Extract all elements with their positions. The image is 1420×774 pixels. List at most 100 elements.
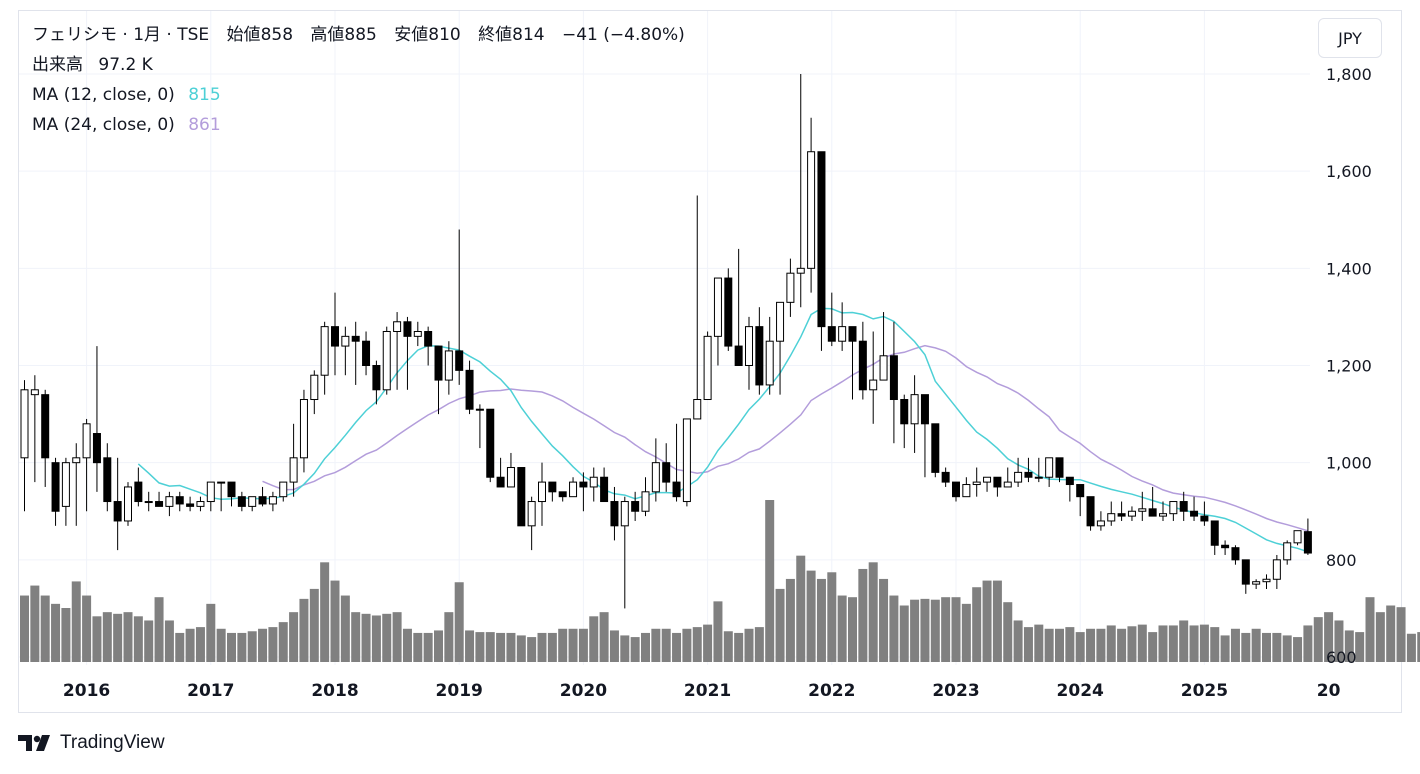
candle-up [703,335,712,401]
candle-up [869,379,878,391]
candle-down [362,340,371,367]
candle-up [776,301,785,342]
candle-up [20,389,29,459]
volume-bar [796,555,806,662]
candle-up [1003,481,1012,488]
volume-bar [910,599,920,662]
x-tick-label: 2024 [1057,681,1104,701]
candle-up [765,340,774,386]
volume-bar [568,628,578,662]
candle-up [693,399,702,420]
candle-down [558,491,567,498]
volume-bar [713,601,723,662]
currency-button[interactable]: JPY [1318,18,1382,58]
candle-down [517,467,526,527]
candle-up [538,481,546,503]
volume-bar [692,627,702,662]
candle-up [745,326,753,366]
volume-bar [1034,624,1044,662]
open-label: 始値 [226,25,261,45]
volume-bar [1293,637,1303,662]
candle-down [51,462,60,512]
x-tick-label: 2017 [187,681,234,701]
candle-down [331,326,339,347]
volume-bar [527,637,537,662]
tradingview-logo[interactable]: TradingView [18,732,165,754]
volume-bar [848,597,857,662]
candle-up [30,389,39,396]
x-tick-label: 2023 [932,681,979,701]
volume-bar [651,628,661,662]
volume-bar [1344,630,1354,662]
candle-down [1231,547,1240,561]
volume-bar [1375,612,1385,662]
candle-down [175,496,184,505]
candle-down [92,433,101,464]
candle-up [962,484,971,498]
volume-bar [247,631,257,662]
open-value: 858 [260,25,294,45]
ma24-legend[interactable]: MA (24, close, 0) 861 [32,115,221,135]
candle-down [351,335,360,342]
volume-bar [879,578,889,662]
volume-bar [785,578,795,662]
volume-bar [1210,627,1220,662]
volume-bar [723,631,733,662]
candle-up [382,330,391,391]
candle-up [1262,578,1271,583]
volume-bar [1355,632,1365,662]
candle-down [1303,531,1312,554]
x-tick-label: 2020 [560,681,607,701]
candle-down [1024,471,1033,478]
candle-up [713,277,722,337]
volume-bar [537,632,547,662]
volume-bar [1220,635,1230,662]
candle-up [72,457,81,464]
candle-up [807,151,816,269]
x-tick-label: 2025 [1181,681,1228,701]
volume-bar [51,603,61,662]
volume-bar [1365,597,1375,662]
volume-bar [413,632,423,662]
candle-up [972,481,981,486]
ma24-line [262,344,1309,532]
volume-bar [1282,635,1292,662]
candle-up [393,321,402,332]
volume-bar [1137,624,1147,662]
volume-bar [930,599,940,662]
candle-down [486,408,495,478]
candle-down [41,394,50,459]
candle-down [134,481,143,503]
candle-down [941,471,950,483]
volume-bar [661,628,671,662]
candle-up [248,496,257,507]
x-tick-label: 2016 [63,681,110,701]
volume-bar [1127,626,1137,662]
candle-down [1117,513,1126,517]
y-tick-label: 1,800 [1326,65,1372,84]
candle-down [434,345,443,381]
volume-bar [1406,633,1416,662]
volume-bar [40,595,50,662]
chart-frame[interactable] [18,10,1402,713]
candle-down [662,462,671,483]
candle-up [589,476,598,488]
volume-bar [609,630,619,662]
ma12-legend[interactable]: MA (12, close, 0) 815 [32,85,221,105]
volume-bar [1272,632,1282,662]
volume-bar [1055,628,1064,662]
candle-down [1200,515,1209,522]
candle-up [1014,471,1023,483]
candle-up [506,467,515,488]
volume-bar [475,632,485,662]
volume-bar [351,612,361,662]
volume-bar [1386,605,1396,662]
volume-bar [1003,602,1013,662]
y-tick-label: 1,600 [1326,162,1372,181]
candle-up [796,267,805,274]
volume-bar [506,632,516,662]
candle-down [1210,520,1219,546]
volume-bar [92,616,102,662]
volume-bar [941,597,951,662]
